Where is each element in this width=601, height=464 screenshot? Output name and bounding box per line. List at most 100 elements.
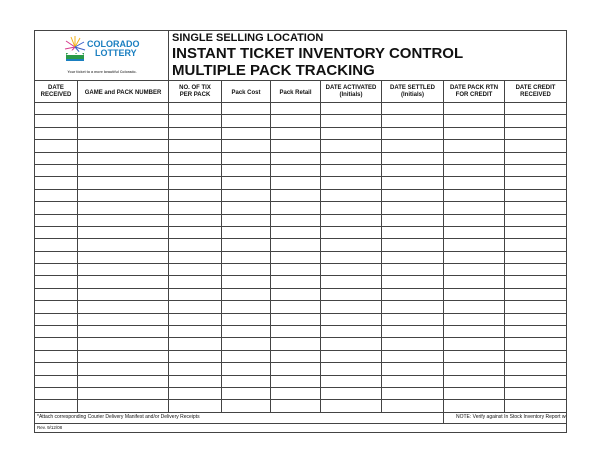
entry-cell[interactable] bbox=[221, 312, 271, 327]
entry-cell[interactable] bbox=[77, 250, 169, 265]
entry-cell[interactable] bbox=[77, 386, 169, 401]
entry-cell[interactable] bbox=[503, 399, 568, 413]
entry-cell[interactable] bbox=[320, 287, 382, 302]
entry-cell[interactable] bbox=[221, 151, 271, 165]
entry-cell[interactable] bbox=[34, 114, 78, 128]
entry-cell[interactable] bbox=[381, 188, 444, 203]
entry-cell[interactable] bbox=[34, 399, 78, 413]
entry-cell[interactable] bbox=[320, 114, 382, 128]
entry-cell[interactable] bbox=[320, 188, 382, 203]
entry-cell[interactable] bbox=[320, 386, 382, 401]
entry-cell[interactable] bbox=[168, 201, 222, 215]
entry-cell[interactable] bbox=[77, 163, 169, 178]
entry-cell[interactable] bbox=[270, 201, 321, 215]
entry-cell[interactable] bbox=[443, 300, 505, 314]
entry-cell[interactable] bbox=[443, 225, 505, 240]
entry-cell[interactable] bbox=[320, 163, 382, 178]
entry-cell[interactable] bbox=[34, 275, 78, 289]
entry-cell[interactable] bbox=[320, 325, 382, 339]
entry-cell[interactable] bbox=[221, 337, 271, 351]
entry-cell[interactable] bbox=[168, 374, 222, 389]
entry-cell[interactable] bbox=[34, 362, 78, 376]
entry-cell[interactable] bbox=[77, 275, 169, 289]
entry-cell[interactable] bbox=[270, 238, 321, 252]
entry-cell[interactable] bbox=[168, 386, 222, 401]
entry-cell[interactable] bbox=[320, 399, 382, 413]
entry-cell[interactable] bbox=[168, 337, 222, 351]
entry-cell[interactable] bbox=[77, 213, 169, 227]
entry-cell[interactable] bbox=[34, 374, 78, 389]
entry-cell[interactable] bbox=[221, 287, 271, 302]
entry-cell[interactable] bbox=[503, 101, 568, 116]
entry-cell[interactable] bbox=[320, 151, 382, 165]
entry-cell[interactable] bbox=[34, 325, 78, 339]
entry-cell[interactable] bbox=[270, 275, 321, 289]
entry-cell[interactable] bbox=[34, 188, 78, 203]
entry-cell[interactable] bbox=[221, 201, 271, 215]
entry-cell[interactable] bbox=[270, 312, 321, 327]
entry-cell[interactable] bbox=[443, 188, 505, 203]
entry-cell[interactable] bbox=[381, 238, 444, 252]
entry-cell[interactable] bbox=[168, 114, 222, 128]
entry-cell[interactable] bbox=[221, 374, 271, 389]
entry-cell[interactable] bbox=[34, 312, 78, 327]
entry-cell[interactable] bbox=[270, 151, 321, 165]
entry-cell[interactable] bbox=[221, 362, 271, 376]
entry-cell[interactable] bbox=[381, 176, 444, 190]
entry-cell[interactable] bbox=[77, 201, 169, 215]
entry-cell[interactable] bbox=[381, 337, 444, 351]
entry-cell[interactable] bbox=[381, 201, 444, 215]
entry-cell[interactable] bbox=[503, 201, 568, 215]
entry-cell[interactable] bbox=[34, 349, 78, 364]
entry-cell[interactable] bbox=[270, 250, 321, 265]
entry-cell[interactable] bbox=[221, 325, 271, 339]
entry-cell[interactable] bbox=[34, 300, 78, 314]
entry-cell[interactable] bbox=[503, 126, 568, 141]
entry-cell[interactable] bbox=[77, 374, 169, 389]
entry-cell[interactable] bbox=[503, 362, 568, 376]
entry-cell[interactable] bbox=[168, 188, 222, 203]
entry-cell[interactable] bbox=[77, 362, 169, 376]
entry-cell[interactable] bbox=[168, 151, 222, 165]
entry-cell[interactable] bbox=[443, 399, 505, 413]
entry-cell[interactable] bbox=[34, 225, 78, 240]
entry-cell[interactable] bbox=[270, 263, 321, 277]
entry-cell[interactable] bbox=[221, 399, 271, 413]
entry-cell[interactable] bbox=[221, 126, 271, 141]
entry-cell[interactable] bbox=[320, 312, 382, 327]
entry-cell[interactable] bbox=[381, 163, 444, 178]
entry-cell[interactable] bbox=[221, 300, 271, 314]
entry-cell[interactable] bbox=[270, 337, 321, 351]
entry-cell[interactable] bbox=[503, 386, 568, 401]
entry-cell[interactable] bbox=[77, 225, 169, 240]
entry-cell[interactable] bbox=[381, 275, 444, 289]
entry-cell[interactable] bbox=[320, 275, 382, 289]
entry-cell[interactable] bbox=[503, 349, 568, 364]
entry-cell[interactable] bbox=[77, 151, 169, 165]
entry-cell[interactable] bbox=[443, 213, 505, 227]
entry-cell[interactable] bbox=[270, 101, 321, 116]
entry-cell[interactable] bbox=[77, 312, 169, 327]
entry-cell[interactable] bbox=[168, 101, 222, 116]
entry-cell[interactable] bbox=[221, 275, 271, 289]
entry-cell[interactable] bbox=[443, 201, 505, 215]
entry-cell[interactable] bbox=[503, 225, 568, 240]
entry-cell[interactable] bbox=[34, 101, 78, 116]
entry-cell[interactable] bbox=[443, 139, 505, 153]
entry-cell[interactable] bbox=[168, 250, 222, 265]
entry-cell[interactable] bbox=[320, 101, 382, 116]
entry-cell[interactable] bbox=[168, 312, 222, 327]
entry-cell[interactable] bbox=[221, 263, 271, 277]
entry-cell[interactable] bbox=[221, 114, 271, 128]
entry-cell[interactable] bbox=[168, 275, 222, 289]
entry-cell[interactable] bbox=[168, 287, 222, 302]
entry-cell[interactable] bbox=[34, 337, 78, 351]
entry-cell[interactable] bbox=[168, 238, 222, 252]
entry-cell[interactable] bbox=[168, 362, 222, 376]
entry-cell[interactable] bbox=[320, 213, 382, 227]
entry-cell[interactable] bbox=[221, 163, 271, 178]
entry-cell[interactable] bbox=[34, 250, 78, 265]
entry-cell[interactable] bbox=[443, 312, 505, 327]
entry-cell[interactable] bbox=[503, 188, 568, 203]
entry-cell[interactable] bbox=[381, 139, 444, 153]
